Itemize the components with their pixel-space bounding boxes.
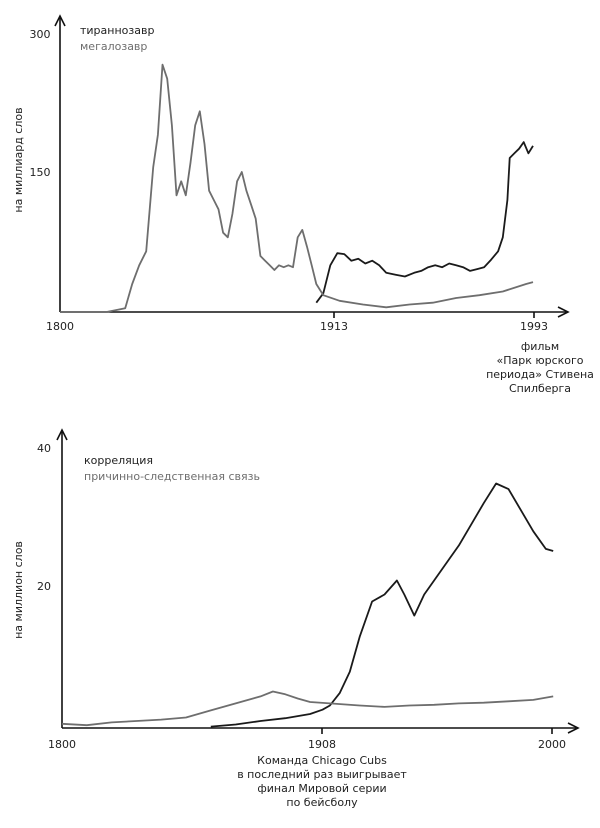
- chart1-y-label: на миллиард слов: [12, 107, 25, 212]
- chart2-ytick-40: 40: [37, 442, 51, 455]
- chart2-x-axis-arrow: [567, 722, 580, 734]
- chart1-lines: [60, 63, 534, 313]
- chart1-annotation-line-1: фильм: [521, 340, 559, 353]
- chart2-ytick-20: 20: [37, 580, 51, 593]
- chart2-xtick-1908: 1908: [308, 738, 336, 751]
- chart2-y-axis-arrow: [56, 428, 68, 441]
- chart1-series-tyrannosaurus-line: [315, 141, 534, 304]
- chart2-annotation-line-3: финал Мировой серии: [257, 782, 386, 795]
- chart2-annotation-line-2: в последний раз выигрывает: [237, 768, 407, 781]
- chart2-y-label: на миллион слов: [12, 541, 25, 639]
- chart1-annotation-line-4: Спилберга: [509, 382, 571, 395]
- chart2-legend-series-1: корреляция: [84, 454, 153, 467]
- chart2-legend-series-2: причинно-следственная связь: [84, 470, 260, 483]
- chart2-axes: [56, 428, 580, 734]
- chart1-xtick-1800: 1800: [46, 320, 74, 333]
- chart2-series-causation-line: [61, 690, 554, 727]
- chart1-annotation-line-3: периода» Стивена: [486, 368, 594, 381]
- chart2-annotation-line-4: по бейсболу: [286, 796, 358, 809]
- chart1-ytick-300: 300: [30, 28, 51, 41]
- chart2-xtick-2000: 2000: [538, 738, 566, 751]
- chart1-legend-series-2: мегалозавр: [80, 40, 147, 53]
- chart1-y-axis-arrow: [54, 14, 66, 27]
- chart2-lines: [61, 482, 554, 728]
- chart1-xtick-1993: 1993: [520, 320, 548, 333]
- chart1-legend-series-1: тираннозавр: [80, 24, 154, 37]
- chart1-annotation: фильм «Парк юрского периода» Стивена Спи…: [486, 340, 594, 395]
- chart1-axes: [54, 14, 570, 318]
- chart2-xtick-1800: 1800: [48, 738, 76, 751]
- chart1-ytick-150: 150: [30, 166, 51, 179]
- chart1-annotation-line-2: «Парк юрского: [496, 354, 583, 367]
- chart2-annotation: Команда Chicago Cubs в последний раз выи…: [237, 754, 407, 809]
- chart1-series-megalosaurus-line: [60, 63, 534, 313]
- chart1-xtick-1913: 1913: [320, 320, 348, 333]
- chart1-x-axis-arrow: [557, 306, 570, 318]
- chart2-annotation-line-1: Команда Chicago Cubs: [257, 754, 387, 767]
- chart2-series-correlation-line: [210, 482, 554, 728]
